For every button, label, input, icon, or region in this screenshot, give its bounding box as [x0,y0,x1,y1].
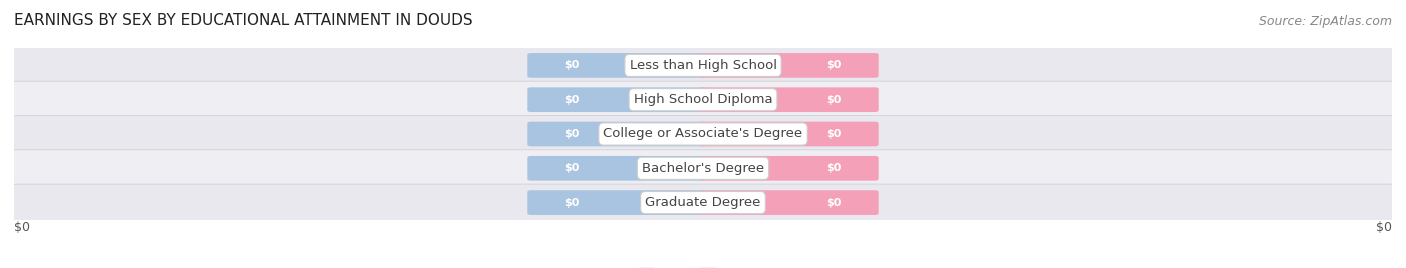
Text: $0: $0 [827,198,842,208]
FancyBboxPatch shape [700,53,879,78]
FancyBboxPatch shape [700,87,879,112]
Text: $0: $0 [14,221,30,234]
Text: $0: $0 [1376,221,1392,234]
FancyBboxPatch shape [10,184,1396,221]
Legend: Male, Female: Male, Female [634,263,772,268]
Text: $0: $0 [827,95,842,105]
Text: $0: $0 [564,60,579,70]
Text: $0: $0 [827,129,842,139]
FancyBboxPatch shape [700,190,879,215]
FancyBboxPatch shape [10,116,1396,152]
FancyBboxPatch shape [527,156,706,181]
Text: Source: ZipAtlas.com: Source: ZipAtlas.com [1258,15,1392,28]
FancyBboxPatch shape [700,156,879,181]
Text: College or Associate's Degree: College or Associate's Degree [603,128,803,140]
Text: $0: $0 [564,198,579,208]
Text: Graduate Degree: Graduate Degree [645,196,761,209]
FancyBboxPatch shape [527,190,706,215]
Text: $0: $0 [564,163,579,173]
Text: $0: $0 [827,60,842,70]
FancyBboxPatch shape [527,122,706,146]
FancyBboxPatch shape [10,47,1396,84]
Text: EARNINGS BY SEX BY EDUCATIONAL ATTAINMENT IN DOUDS: EARNINGS BY SEX BY EDUCATIONAL ATTAINMEN… [14,13,472,28]
Text: Less than High School: Less than High School [630,59,776,72]
Text: $0: $0 [827,163,842,173]
FancyBboxPatch shape [527,53,706,78]
FancyBboxPatch shape [10,150,1396,187]
Text: High School Diploma: High School Diploma [634,93,772,106]
FancyBboxPatch shape [700,122,879,146]
Text: $0: $0 [564,95,579,105]
FancyBboxPatch shape [527,87,706,112]
Text: $0: $0 [564,129,579,139]
FancyBboxPatch shape [10,81,1396,118]
Text: Bachelor's Degree: Bachelor's Degree [643,162,763,175]
